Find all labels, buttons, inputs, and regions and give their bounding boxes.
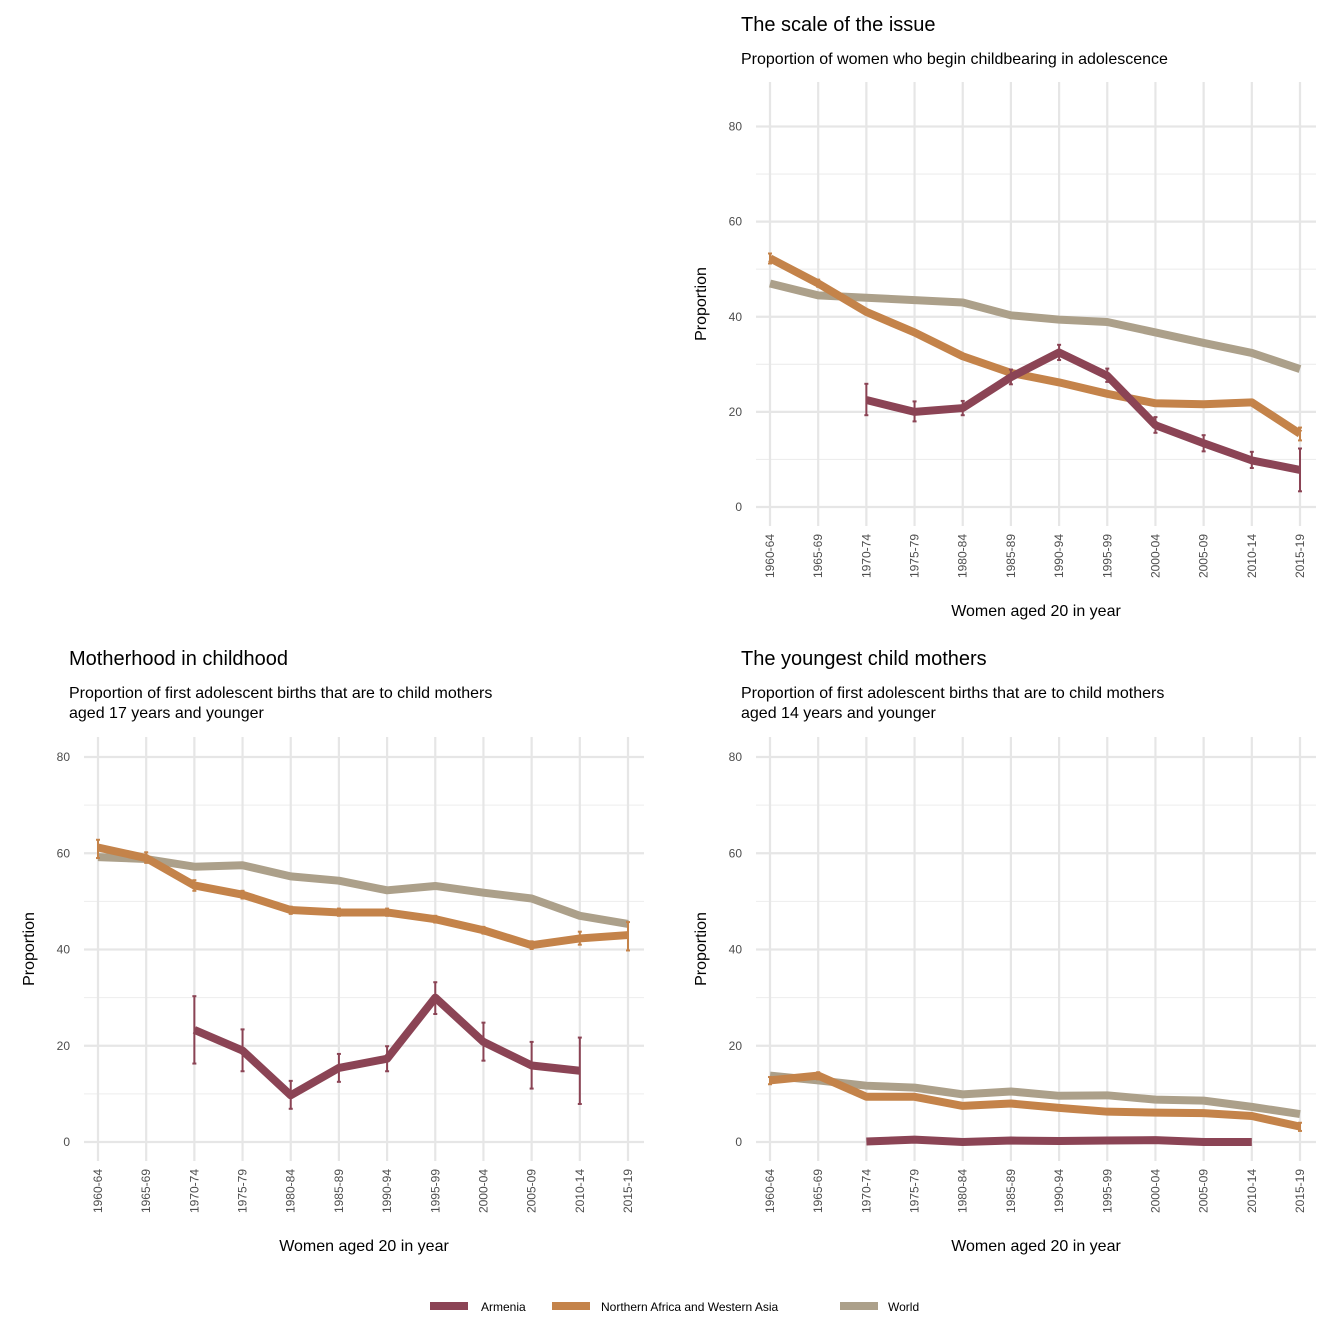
- series-world: [769, 1071, 1301, 1119]
- series-northern-africa-and-western-asia: [768, 1071, 1302, 1132]
- series-line: [769, 279, 1302, 373]
- x-tick-label: 1995-99: [428, 1169, 442, 1213]
- x-tick-label: 1985-89: [332, 1169, 346, 1213]
- y-tick-label: 80: [57, 750, 71, 764]
- x-axis-label: Women aged 20 in year: [279, 1238, 449, 1255]
- error-bar: [864, 382, 869, 417]
- x-tick-label: 1965-69: [811, 534, 825, 578]
- y-axis-label: Proportion: [21, 912, 38, 986]
- x-tick-label: 2010-14: [1245, 1169, 1259, 1213]
- y-tick-label: 0: [63, 1135, 70, 1149]
- series-armenia: [192, 981, 582, 1110]
- series-northern-africa-and-western-asia: [96, 838, 630, 952]
- x-tick-label: 1980-84: [956, 534, 970, 578]
- chart-panel-2: Motherhood in childhood Proportion of fir…: [21, 648, 644, 1255]
- x-tick-label: 1985-89: [1004, 534, 1018, 578]
- series-armenia: [866, 1135, 1252, 1146]
- chart-title: The scale of the issue: [741, 14, 936, 36]
- x-tick-label: 2010-14: [1245, 534, 1259, 578]
- gridlines: [756, 82, 1316, 526]
- chart-subtitle: aged 14 years and younger: [741, 705, 936, 722]
- chart-title: Motherhood in childhood: [69, 648, 288, 670]
- x-tick-label: 1995-99: [1100, 1169, 1114, 1213]
- y-tick-label: 20: [729, 405, 743, 419]
- series-line: [865, 348, 1301, 474]
- x-tick-label: 2005-09: [1197, 534, 1211, 578]
- x-tick-label: 2000-04: [1148, 534, 1162, 578]
- y-tick-label: 20: [729, 1039, 743, 1053]
- series-line: [769, 1071, 1301, 1119]
- x-tick-label: 1965-69: [139, 1169, 153, 1213]
- chart-subtitle: Proportion of first adolescent births th…: [741, 685, 1164, 702]
- series-line: [768, 254, 1303, 438]
- x-tick-label: 1970-74: [859, 1169, 873, 1213]
- x-tick-label: 1965-69: [811, 1169, 825, 1213]
- x-tick-label: 2015-19: [621, 1169, 635, 1213]
- y-tick-label: 0: [735, 1135, 742, 1149]
- y-tick-label: 40: [729, 310, 743, 324]
- x-axis-label: Women aged 20 in year: [951, 603, 1121, 620]
- legend-label: Armenia: [481, 1300, 526, 1314]
- series-world: [769, 279, 1302, 373]
- chart-panel-3: The youngest child mothers Proportion of …: [693, 648, 1316, 1255]
- x-tick-label: 2005-09: [1197, 1169, 1211, 1213]
- x-tick-label: 1985-89: [1004, 1169, 1018, 1213]
- x-tick-label: 2010-14: [573, 1169, 587, 1213]
- y-tick-label: 80: [729, 750, 743, 764]
- x-tick-label: 1990-94: [1052, 534, 1066, 578]
- y-tick-label: 40: [57, 943, 71, 957]
- x-tick-label: 2015-19: [1293, 534, 1307, 578]
- x-tick-label: 2015-19: [1293, 1169, 1307, 1213]
- series-northern-africa-and-western-asia: [768, 252, 1303, 442]
- x-tick-label: 1960-64: [91, 1169, 105, 1213]
- panels: The scale of the issue Proportion of wome…: [21, 14, 1316, 1255]
- legend-key: [840, 1302, 878, 1310]
- x-tick-label: 1975-79: [908, 534, 922, 578]
- y-axis-label: Proportion: [693, 912, 710, 986]
- series-line: [97, 853, 629, 928]
- x-tick-label: 1980-84: [284, 1169, 298, 1213]
- x-tick-label: 1970-74: [187, 1169, 201, 1213]
- y-tick-label: 60: [57, 846, 71, 860]
- y-axis-label: Proportion: [693, 267, 710, 341]
- series-line: [97, 843, 629, 950]
- series-line: [866, 1135, 1252, 1146]
- chart-title: The youngest child mothers: [741, 648, 987, 670]
- x-tick-label: 1990-94: [380, 1169, 394, 1213]
- x-tick-label: 1980-84: [956, 1169, 970, 1213]
- series-line: [769, 1071, 1301, 1131]
- x-tick-label: 1975-79: [908, 1169, 922, 1213]
- legend: Armenia Northern Africa and Western Asia W…: [430, 1300, 919, 1314]
- chart-subtitle: aged 17 years and younger: [69, 705, 264, 722]
- x-tick-label: 1970-74: [859, 534, 873, 578]
- legend-key: [552, 1302, 590, 1310]
- x-tick-label: 2000-04: [476, 1169, 490, 1213]
- x-tick-label: 2005-09: [525, 1169, 539, 1213]
- y-tick-label: 60: [729, 846, 743, 860]
- chart-panel-1: The scale of the issue Proportion of wome…: [693, 14, 1316, 620]
- x-axis-label: Women aged 20 in year: [951, 1238, 1121, 1255]
- gridlines: [84, 737, 644, 1161]
- x-tick-label: 1975-79: [236, 1169, 250, 1213]
- y-tick-label: 20: [57, 1039, 71, 1053]
- legend-label: Northern Africa and Western Asia: [601, 1300, 779, 1314]
- chart-subtitle: Proportion of women who begin childbeari…: [741, 51, 1168, 68]
- legend-key: [430, 1302, 468, 1310]
- legend-label: World: [888, 1300, 919, 1314]
- y-tick-label: 60: [729, 215, 743, 229]
- y-tick-label: 0: [735, 500, 742, 514]
- x-tick-label: 1990-94: [1052, 1169, 1066, 1213]
- y-tick-label: 40: [729, 943, 743, 957]
- y-tick-label: 80: [729, 120, 743, 134]
- x-tick-label: 1995-99: [1100, 534, 1114, 578]
- x-tick-label: 1960-64: [763, 534, 777, 578]
- chart-subtitle: Proportion of first adolescent births th…: [69, 685, 492, 702]
- x-tick-label: 1960-64: [763, 1169, 777, 1213]
- series-armenia: [864, 343, 1302, 493]
- x-tick-label: 2000-04: [1148, 1169, 1162, 1213]
